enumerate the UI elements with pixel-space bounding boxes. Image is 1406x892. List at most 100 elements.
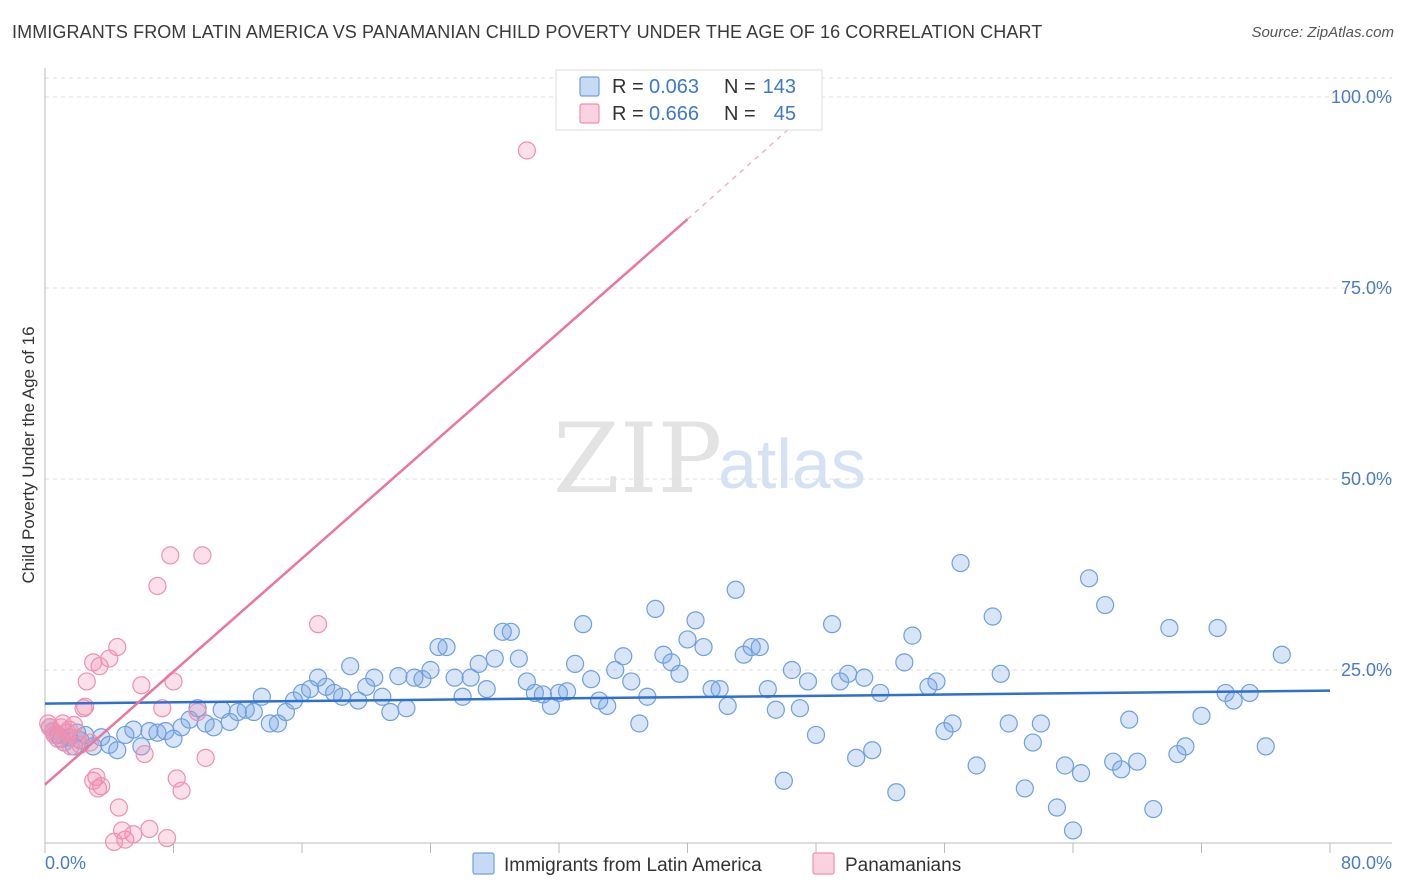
- latin-america-point-47: [381, 702, 400, 722]
- y-axis-label: Child Poverty Under the Age of 16: [19, 326, 38, 583]
- trend-line-panamanians: [44, 218, 689, 786]
- latin-america-point-72: [582, 670, 601, 689]
- latin-america-point-25: [204, 718, 223, 737]
- trend-line-latin-america: [44, 689, 1331, 705]
- latin-america-point-63: [509, 649, 528, 668]
- latin-america-point-100: [806, 725, 826, 745]
- latin-america-point-140: [1224, 691, 1243, 710]
- series-legend: Immigrants from Latin America Panamanian…: [472, 852, 961, 876]
- chart-title: IMMIGRANTS FROM LATIN AMERICA VS PANAMAN…: [12, 22, 1043, 42]
- series-legend-swatch-blue: [472, 852, 495, 875]
- latin-america-point-48: [389, 667, 408, 686]
- panamanian-point-21: [88, 779, 108, 798]
- latin-america-point-58: [469, 654, 488, 673]
- latin-america-point-97: [782, 660, 802, 680]
- latin-america-point-60: [485, 649, 504, 668]
- latin-america-point-132: [1128, 752, 1147, 771]
- x-tick-label-min: 0.0%: [45, 853, 86, 873]
- source-credit: Source: ZipAtlas.com: [1251, 24, 1394, 41]
- legend-r-value-1: 0.063: [649, 76, 699, 98]
- panamanian-point-15: [76, 697, 95, 716]
- latin-america-point-95: [766, 700, 785, 719]
- latin-america-point-55: [445, 668, 464, 687]
- latin-america-point-109: [895, 653, 914, 672]
- series-legend-label-blue: Immigrants from Latin America: [504, 855, 762, 876]
- latin-america-point-116: [967, 756, 986, 775]
- panamanian-point-34: [148, 576, 167, 596]
- latin-america-point-94: [758, 679, 777, 699]
- latin-america-point-30: [244, 702, 263, 722]
- latin-america-point-69: [557, 682, 577, 701]
- series-legend-label-pink: Panamanians: [845, 855, 961, 876]
- latin-america-point-136: [1176, 737, 1195, 756]
- y-tick-label-25: 25.0%: [1341, 660, 1392, 680]
- latin-america-point-54: [437, 637, 456, 657]
- latin-america-point-105: [855, 668, 874, 687]
- legend-swatch-pink: [579, 103, 600, 124]
- latin-america-point-114: [943, 714, 962, 733]
- latin-america-point-77: [622, 672, 641, 691]
- panamanian-point-30: [124, 825, 143, 844]
- legend-n-value-1: 143: [763, 76, 796, 98]
- panamanian-point-42: [193, 546, 212, 565]
- watermark-atlas: atlas: [718, 425, 866, 503]
- latin-america-point-134: [1160, 618, 1179, 638]
- latin-america-point-74: [598, 696, 617, 716]
- latin-america-point-98: [790, 699, 810, 718]
- panamanian-point-43: [196, 748, 215, 767]
- series-panamanians-points: [39, 141, 536, 852]
- latin-america-point-93: [750, 637, 769, 657]
- panamanian-point-32: [135, 744, 154, 764]
- legend-r-label-2: R =: [612, 103, 644, 125]
- legend-r-value-2: 0.666: [649, 103, 699, 125]
- latin-america-point-115: [951, 553, 970, 573]
- latin-america-point-131: [1120, 710, 1139, 729]
- latin-america-point-70: [565, 654, 585, 673]
- latin-america-point-127: [1079, 569, 1099, 588]
- latin-america-point-75: [606, 660, 625, 680]
- latin-america-point-133: [1144, 799, 1163, 819]
- latin-america-point-88: [710, 679, 729, 699]
- panamanian-point-31: [132, 676, 151, 695]
- x-tick-label-max: 80.0%: [1341, 853, 1392, 873]
- latin-america-point-42: [341, 657, 360, 676]
- latin-america-point-104: [847, 748, 866, 767]
- legend-swatch-blue: [579, 76, 600, 97]
- panamanian-point-40: [172, 781, 191, 800]
- latin-america-point-143: [1272, 645, 1291, 664]
- series-latin-america-points: [40, 553, 1291, 840]
- axes: 25.0% 50.0% 75.0% 100.0% 0.0% 80.0%: [44, 68, 1392, 873]
- latin-america-point-41: [333, 687, 352, 706]
- latin-america-point-112: [927, 672, 946, 691]
- latin-america-point-108: [887, 783, 906, 802]
- latin-america-point-76: [614, 647, 633, 666]
- latin-america-point-84: [678, 630, 697, 649]
- latin-america-point-107: [871, 683, 890, 703]
- legend-r-label-1: R =: [612, 76, 644, 98]
- latin-america-point-78: [630, 714, 649, 733]
- latin-america-point-62: [501, 622, 520, 641]
- stats-legend-box: [555, 69, 823, 131]
- panamanian-point-27: [109, 798, 128, 817]
- panamanian-point-36: [157, 828, 177, 848]
- latin-america-point-59: [477, 679, 496, 699]
- latin-america-point-110: [903, 626, 922, 645]
- latin-america-point-86: [694, 637, 713, 657]
- series-legend-swatch-pink: [812, 852, 835, 875]
- legend-n-value-2: 45: [774, 103, 796, 125]
- panamanian-point-17: [80, 733, 100, 752]
- latin-america-point-80: [646, 599, 665, 618]
- latin-america-point-15: [124, 720, 143, 739]
- latin-america-point-106: [863, 741, 882, 760]
- latin-america-point-125: [1063, 821, 1083, 840]
- latin-america-point-120: [1015, 779, 1034, 798]
- latin-america-point-52: [421, 660, 440, 680]
- latin-america-point-124: [1055, 756, 1075, 775]
- y-tick-label-75: 75.0%: [1341, 278, 1392, 298]
- panamanian-point-33: [140, 819, 159, 839]
- latin-america-point-119: [999, 714, 1018, 733]
- latin-america-point-121: [1023, 733, 1042, 752]
- latin-america-point-137: [1192, 706, 1211, 725]
- latin-america-point-13: [108, 741, 127, 760]
